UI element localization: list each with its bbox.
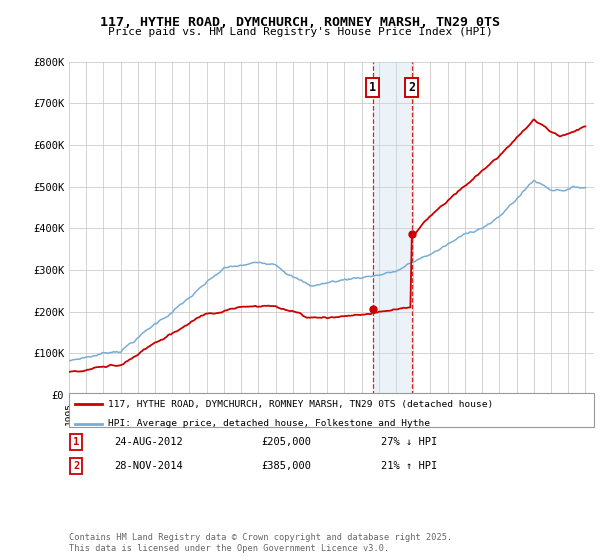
Text: 28-NOV-2014: 28-NOV-2014 [114, 461, 183, 471]
Text: £205,000: £205,000 [261, 437, 311, 447]
Text: 2: 2 [409, 81, 415, 94]
Text: 24-AUG-2012: 24-AUG-2012 [114, 437, 183, 447]
Text: 21% ↑ HPI: 21% ↑ HPI [381, 461, 437, 471]
Text: 27% ↓ HPI: 27% ↓ HPI [381, 437, 437, 447]
Text: 117, HYTHE ROAD, DYMCHURCH, ROMNEY MARSH, TN29 0TS (detached house): 117, HYTHE ROAD, DYMCHURCH, ROMNEY MARSH… [108, 400, 493, 409]
Text: £385,000: £385,000 [261, 461, 311, 471]
Bar [373, 62, 412, 395]
Text: 1: 1 [73, 437, 79, 447]
Text: Contains HM Land Registry data © Crown copyright and database right 2025.
This d: Contains HM Land Registry data © Crown c… [69, 533, 452, 553]
Text: 2: 2 [73, 461, 79, 471]
Text: Price paid vs. HM Land Registry's House Price Index (HPI): Price paid vs. HM Land Registry's House … [107, 27, 493, 37]
Text: 1: 1 [369, 81, 376, 94]
Text: HPI: Average price, detached house, Folkestone and Hythe: HPI: Average price, detached house, Folk… [108, 419, 430, 428]
Text: 117, HYTHE ROAD, DYMCHURCH, ROMNEY MARSH, TN29 0TS: 117, HYTHE ROAD, DYMCHURCH, ROMNEY MARSH… [100, 16, 500, 29]
